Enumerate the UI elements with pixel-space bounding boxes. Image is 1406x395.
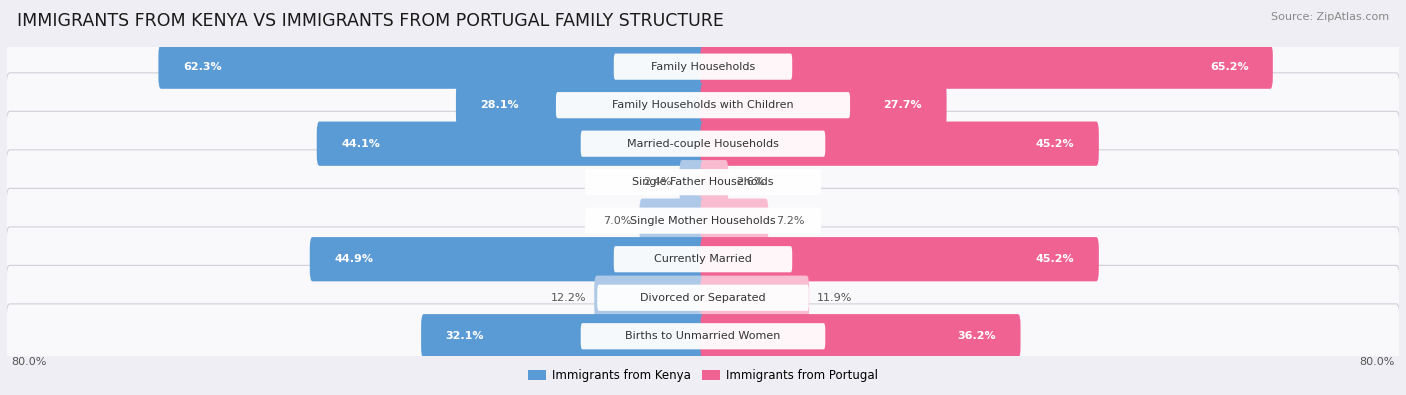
Text: 62.3%: 62.3% xyxy=(183,62,221,71)
FancyBboxPatch shape xyxy=(6,227,1400,292)
FancyBboxPatch shape xyxy=(640,199,706,243)
FancyBboxPatch shape xyxy=(6,34,1400,99)
FancyBboxPatch shape xyxy=(595,276,706,320)
Text: 11.9%: 11.9% xyxy=(817,293,852,303)
FancyBboxPatch shape xyxy=(700,83,946,127)
FancyBboxPatch shape xyxy=(6,111,1400,176)
Text: Single Father Households: Single Father Households xyxy=(633,177,773,187)
Legend: Immigrants from Kenya, Immigrants from Portugal: Immigrants from Kenya, Immigrants from P… xyxy=(523,364,883,387)
FancyBboxPatch shape xyxy=(316,122,706,166)
FancyBboxPatch shape xyxy=(700,199,768,243)
Text: 44.9%: 44.9% xyxy=(335,254,373,264)
Text: 7.2%: 7.2% xyxy=(776,216,804,226)
FancyBboxPatch shape xyxy=(422,314,706,358)
Text: 2.6%: 2.6% xyxy=(737,177,765,187)
Text: Married-couple Households: Married-couple Households xyxy=(627,139,779,149)
Text: 44.1%: 44.1% xyxy=(342,139,380,149)
Text: Currently Married: Currently Married xyxy=(654,254,752,264)
FancyBboxPatch shape xyxy=(6,304,1400,369)
Text: Divorced or Separated: Divorced or Separated xyxy=(640,293,766,303)
FancyBboxPatch shape xyxy=(679,160,706,204)
FancyBboxPatch shape xyxy=(581,323,825,349)
FancyBboxPatch shape xyxy=(585,208,821,234)
Text: 27.7%: 27.7% xyxy=(883,100,922,110)
FancyBboxPatch shape xyxy=(614,246,792,272)
Text: 80.0%: 80.0% xyxy=(11,357,46,367)
FancyBboxPatch shape xyxy=(309,237,706,281)
FancyBboxPatch shape xyxy=(585,169,821,195)
Text: Births to Unmarried Women: Births to Unmarried Women xyxy=(626,331,780,341)
Text: 32.1%: 32.1% xyxy=(446,331,484,341)
FancyBboxPatch shape xyxy=(700,160,728,204)
FancyBboxPatch shape xyxy=(6,265,1400,330)
Text: 36.2%: 36.2% xyxy=(957,331,997,341)
FancyBboxPatch shape xyxy=(6,188,1400,253)
Text: 2.4%: 2.4% xyxy=(643,177,672,187)
FancyBboxPatch shape xyxy=(581,131,825,157)
FancyBboxPatch shape xyxy=(598,285,808,311)
Text: Family Households: Family Households xyxy=(651,62,755,71)
Text: 28.1%: 28.1% xyxy=(481,100,519,110)
Text: 7.0%: 7.0% xyxy=(603,216,631,226)
Text: 65.2%: 65.2% xyxy=(1209,62,1249,71)
Text: 12.2%: 12.2% xyxy=(551,293,586,303)
FancyBboxPatch shape xyxy=(6,150,1400,214)
FancyBboxPatch shape xyxy=(555,92,851,118)
FancyBboxPatch shape xyxy=(700,276,808,320)
Text: Single Mother Households: Single Mother Households xyxy=(630,216,776,226)
Text: 80.0%: 80.0% xyxy=(1360,357,1395,367)
FancyBboxPatch shape xyxy=(159,45,706,89)
FancyBboxPatch shape xyxy=(614,54,792,80)
Text: IMMIGRANTS FROM KENYA VS IMMIGRANTS FROM PORTUGAL FAMILY STRUCTURE: IMMIGRANTS FROM KENYA VS IMMIGRANTS FROM… xyxy=(17,12,724,30)
Text: Source: ZipAtlas.com: Source: ZipAtlas.com xyxy=(1271,12,1389,22)
FancyBboxPatch shape xyxy=(700,122,1099,166)
FancyBboxPatch shape xyxy=(700,45,1272,89)
FancyBboxPatch shape xyxy=(700,314,1021,358)
Text: 45.2%: 45.2% xyxy=(1036,254,1074,264)
FancyBboxPatch shape xyxy=(6,73,1400,137)
Text: 45.2%: 45.2% xyxy=(1036,139,1074,149)
FancyBboxPatch shape xyxy=(456,83,706,127)
FancyBboxPatch shape xyxy=(700,237,1099,281)
Text: Family Households with Children: Family Households with Children xyxy=(612,100,794,110)
